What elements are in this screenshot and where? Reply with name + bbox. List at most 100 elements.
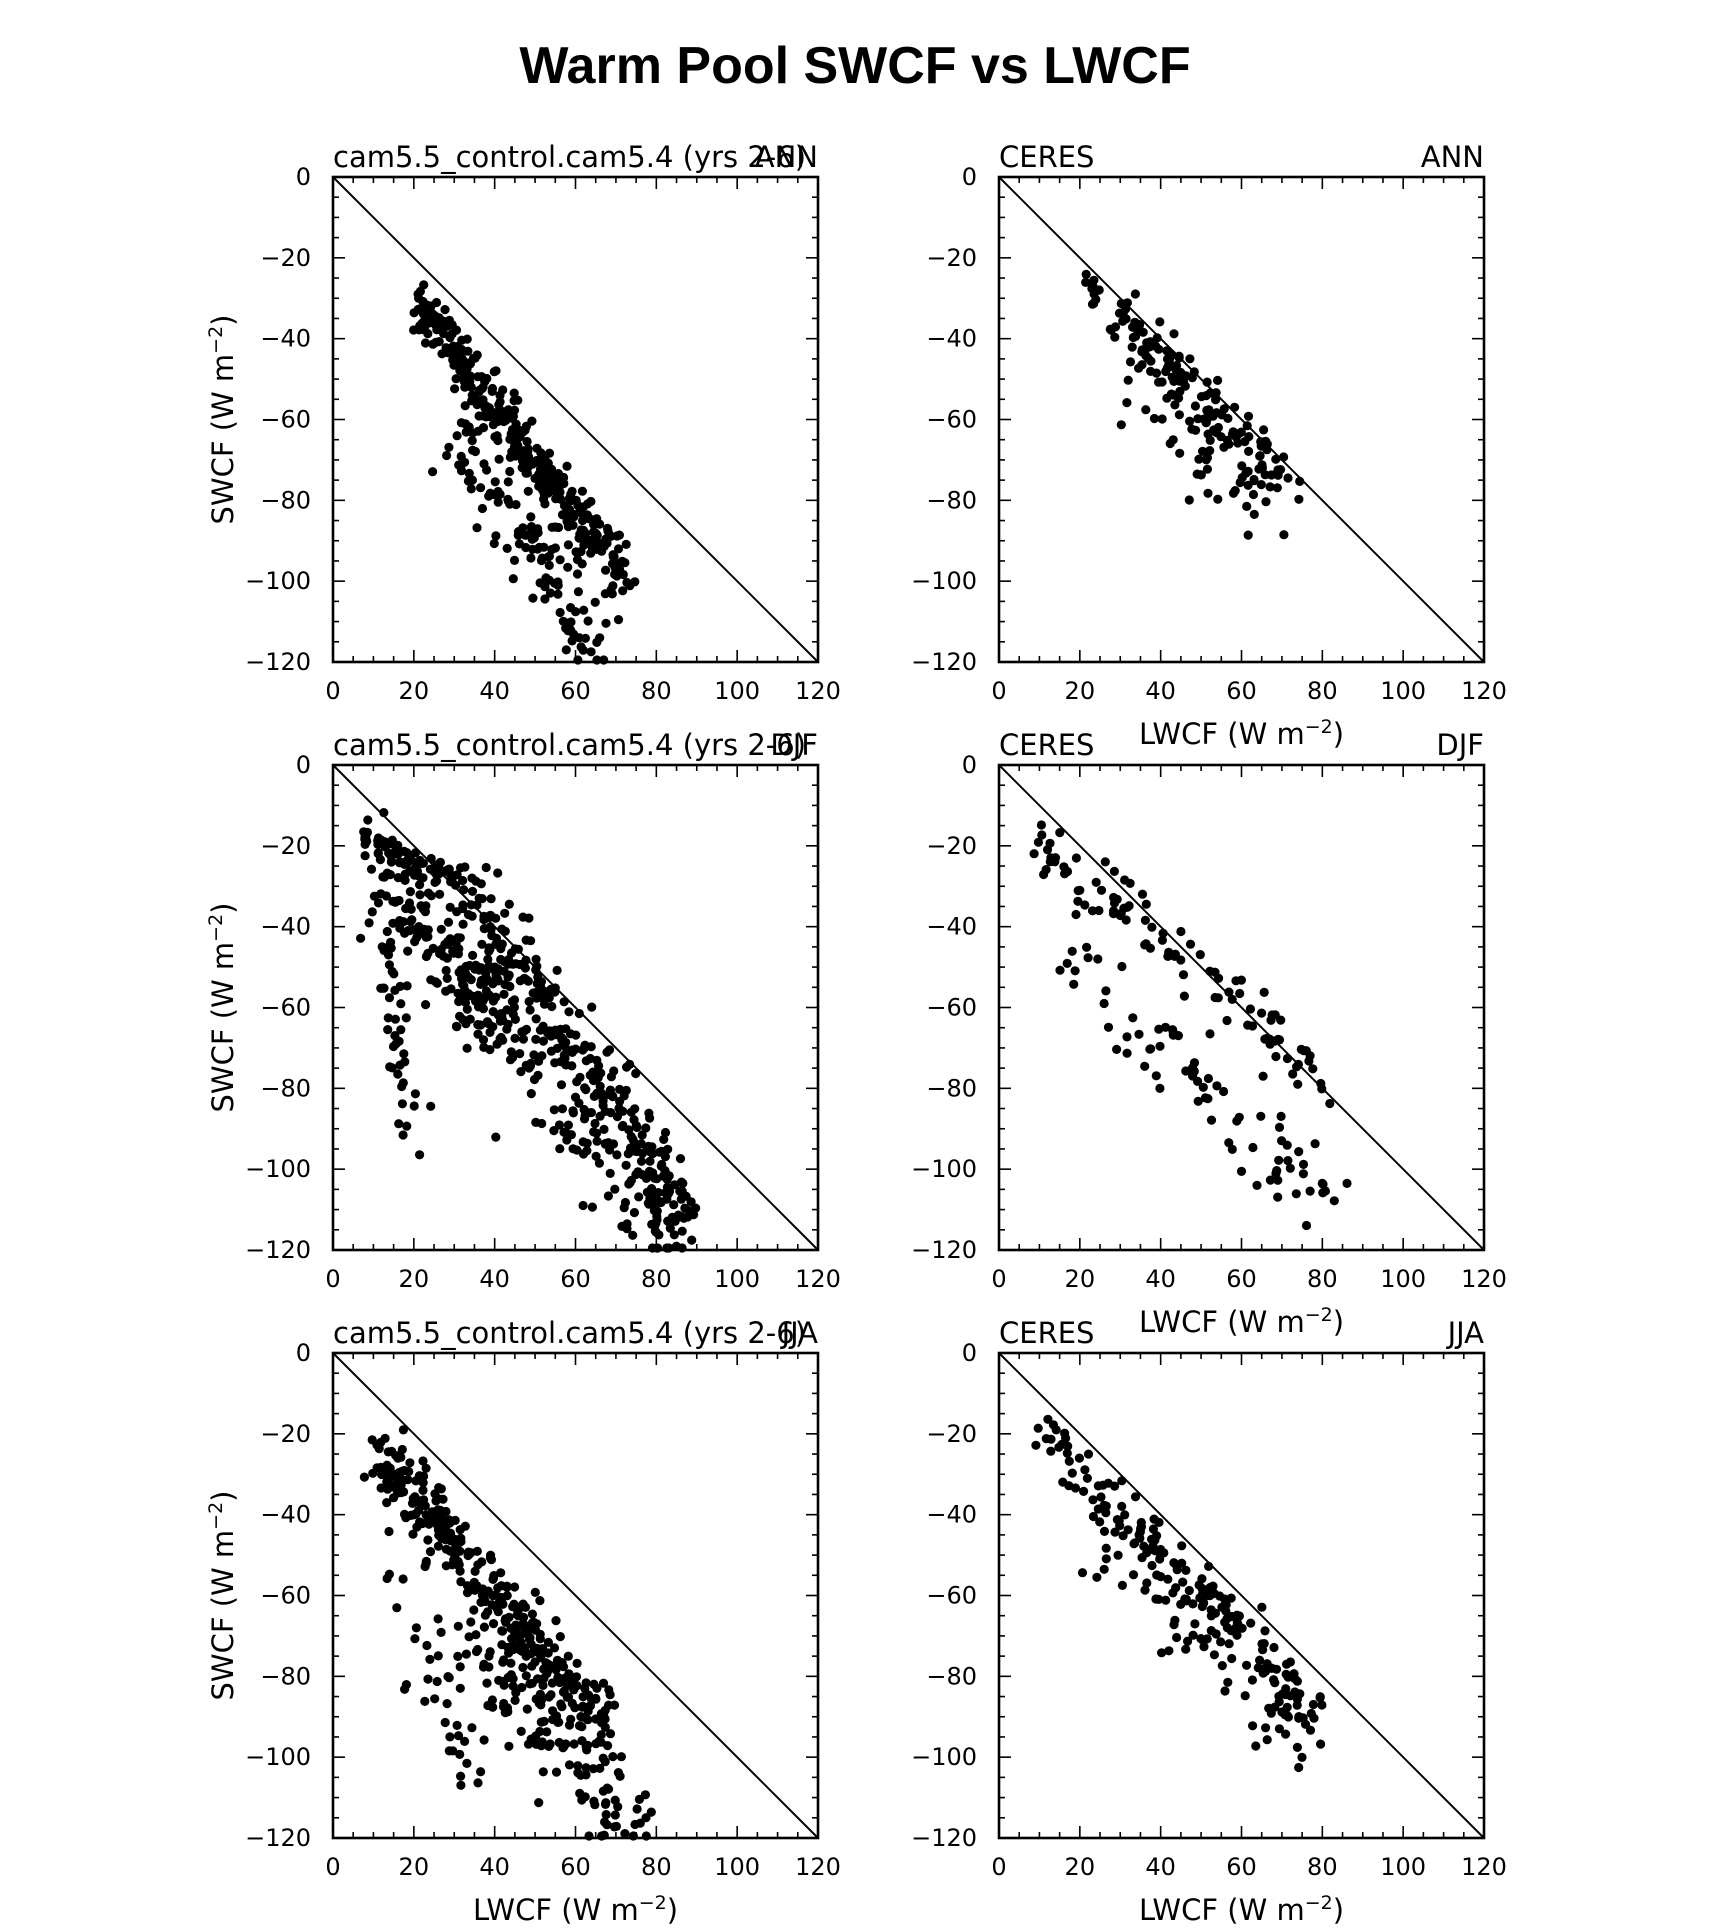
data-point (559, 997, 569, 1007)
data-point (452, 1720, 462, 1730)
data-point (1137, 889, 1148, 899)
x-tick-label: 40 (1145, 1265, 1176, 1293)
data-point (1261, 497, 1271, 507)
data-point (1222, 1015, 1232, 1026)
data-point (1258, 1071, 1268, 1081)
data-point (1232, 1116, 1242, 1126)
data-point (1140, 1585, 1150, 1595)
data-point (592, 1055, 602, 1065)
data-point (460, 401, 470, 411)
data-point (508, 574, 518, 584)
data-point (396, 999, 406, 1009)
data-point (1147, 1560, 1157, 1571)
data-point (1305, 1186, 1315, 1196)
data-point (398, 1425, 408, 1435)
data-point (1205, 446, 1215, 456)
data-point (627, 1146, 638, 1156)
data-point (470, 1566, 480, 1576)
data-point (1037, 830, 1047, 840)
data-point (458, 875, 468, 886)
data-point (509, 442, 520, 452)
data-point (1165, 438, 1175, 449)
data-point (440, 305, 450, 315)
data-point (1205, 966, 1215, 976)
y-tick-label: 0 (962, 1339, 977, 1367)
data-point (506, 1047, 516, 1057)
data-point (628, 1134, 638, 1145)
data-point (477, 894, 487, 904)
data-point (1128, 1570, 1139, 1580)
data-point (1064, 1456, 1074, 1466)
data-point (526, 522, 537, 532)
data-point (368, 1468, 378, 1478)
data-point (426, 975, 436, 985)
x-tick-label: 20 (399, 1265, 430, 1293)
data-point (540, 499, 550, 509)
data-point (401, 1013, 411, 1023)
x-tick-label: 120 (1461, 677, 1507, 705)
data-point (581, 1742, 591, 1752)
data-point (524, 1634, 535, 1644)
data-point (423, 948, 433, 958)
y-tick-label: 0 (296, 751, 311, 779)
data-point (1269, 1642, 1279, 1653)
data-point (588, 1764, 598, 1774)
data-point (1259, 425, 1269, 435)
data-point (599, 1830, 609, 1840)
data-point (483, 1607, 493, 1617)
data-point (1244, 446, 1254, 456)
data-point (461, 427, 471, 437)
data-point (595, 1763, 605, 1773)
panel-right-label: JJA (1446, 1316, 1485, 1350)
data-point (470, 1585, 480, 1595)
data-point (1226, 1593, 1236, 1603)
data-point (542, 1727, 552, 1737)
data-point (535, 1596, 545, 1606)
data-point (373, 898, 384, 908)
data-point (364, 918, 374, 928)
data-point (626, 1107, 636, 1117)
data-point (634, 1192, 644, 1202)
x-tick-label: 0 (325, 1265, 340, 1293)
data-point (526, 512, 536, 522)
data-point (1094, 905, 1104, 916)
data-point (477, 503, 487, 514)
data-point (412, 932, 422, 943)
data-point (650, 1190, 660, 1200)
data-point (1292, 1694, 1302, 1704)
data-point (497, 924, 507, 934)
data-point (1189, 367, 1199, 377)
data-point (1285, 1657, 1295, 1667)
data-point (1204, 405, 1214, 415)
data-point (1211, 1629, 1221, 1639)
data-point (449, 1547, 459, 1558)
data-point (367, 907, 377, 917)
data-point (1193, 1096, 1203, 1106)
data-point (452, 431, 462, 441)
reference-line (332, 1352, 819, 1839)
data-point (382, 1498, 392, 1508)
data-point (409, 308, 419, 318)
data-point (637, 1130, 647, 1140)
data-point (472, 523, 482, 533)
data-point (1274, 1122, 1285, 1132)
data-point (1064, 1481, 1074, 1491)
data-point (1283, 1712, 1293, 1722)
data-point (387, 835, 397, 845)
data-point (1306, 1708, 1316, 1719)
data-point (423, 1674, 433, 1684)
data-point (1092, 1572, 1102, 1582)
data-point (631, 1121, 641, 1131)
data-point (502, 543, 512, 554)
data-point (1155, 1083, 1165, 1093)
data-point (564, 1669, 574, 1679)
data-point (461, 1649, 471, 1659)
data-point (1181, 1066, 1191, 1076)
data-point (491, 531, 501, 541)
data-point (1117, 1476, 1127, 1486)
data-point (453, 1651, 463, 1661)
data-point (1103, 1022, 1114, 1032)
data-point (432, 860, 442, 870)
data-point (1148, 1524, 1158, 1534)
data-point (1043, 1414, 1053, 1424)
